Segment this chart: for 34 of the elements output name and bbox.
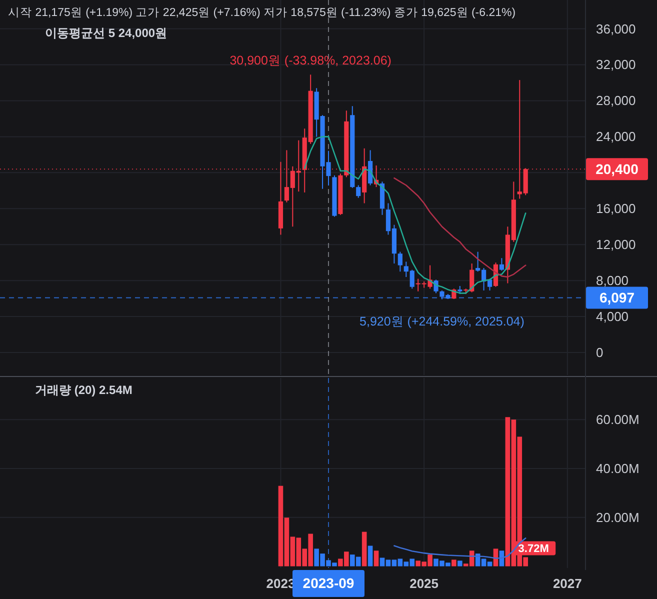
y-tick-label: 32,000 (596, 57, 636, 72)
ref-line-label: 2023-09 (302, 575, 354, 591)
x-tick-label: 2025 (410, 576, 439, 591)
x-tick-label: 2027 (552, 576, 582, 591)
bar (458, 560, 462, 566)
ref-line-label: 6,097 (599, 290, 635, 306)
bar (374, 550, 379, 566)
annotation: 30,900원 (-33.98%, 2023.06) (230, 54, 392, 68)
y-tick-label: 24,000 (596, 129, 636, 144)
bar (362, 532, 367, 566)
y-tick-label: 40.00M (596, 460, 640, 476)
candlestick (470, 262, 474, 293)
y-tick-label: 4,000 (596, 309, 629, 324)
line-series (304, 136, 526, 294)
y-tick-label: 20.00M (596, 510, 640, 525)
candlestick (398, 251, 402, 272)
data-label: 3.72M (518, 543, 549, 556)
y-tick-label: 28,000 (596, 93, 636, 108)
bar (452, 560, 456, 566)
y-tick-label: 0 (596, 345, 604, 360)
bar (368, 546, 373, 566)
y-tick-label: 8,000 (596, 273, 629, 288)
y-tick-label: 36,000 (596, 21, 636, 36)
annotation: 시작 21,175원 (+1.19%) 고가 22,425원 (+7.16%) 저가 18,575원 (-11.23%) 종가 19,625원 (-6.21%) (8, 7, 516, 19)
annotation: 5,920원 (+244.59%, 2025.04) (360, 314, 524, 328)
y-tick-label: 16,000 (596, 201, 636, 216)
candlestick (356, 184, 361, 198)
line-series (394, 177, 526, 278)
candlestick (499, 258, 504, 272)
y-tick-label: 12,000 (596, 237, 636, 252)
annotation: 거래량 (20) 2.54M (35, 383, 132, 397)
annotation: 이동평균선 5 24,000원 (45, 26, 168, 40)
ref-line-label: 20,400 (596, 161, 639, 178)
y-tick-label: 60.00M (596, 412, 640, 428)
